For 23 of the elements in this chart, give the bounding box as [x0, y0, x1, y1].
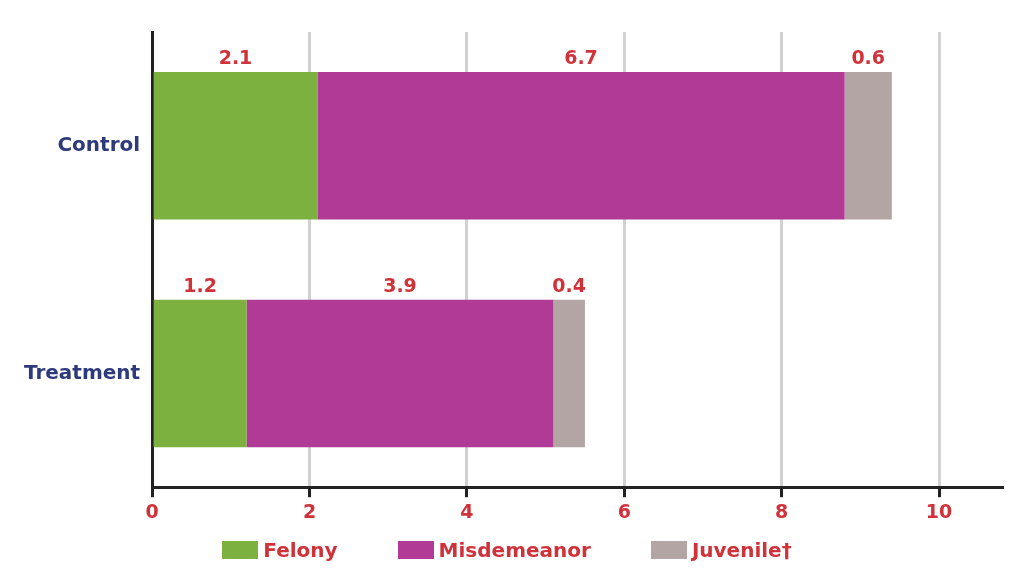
- data-label: 1.2: [183, 274, 217, 297]
- data-label: 0.6: [851, 46, 886, 69]
- x-tick-label: 10: [925, 499, 953, 522]
- x-tick-label: 0: [145, 499, 159, 522]
- bar: [153, 72, 318, 220]
- x-tick-label: 8: [775, 499, 789, 522]
- data-label: 6.7: [564, 46, 598, 69]
- bar: [153, 299, 247, 448]
- data-label: 3.9: [383, 274, 417, 297]
- legend-label: Misdemeanor: [438, 538, 591, 562]
- x-tick-label: 6: [617, 499, 631, 522]
- bar: [553, 299, 585, 448]
- y-tick-label: Treatment: [23, 359, 141, 384]
- legend-label: Felony: [263, 538, 338, 562]
- x-tick-label: 2: [302, 499, 317, 522]
- bar: [844, 72, 892, 220]
- legend-label: Juvenile†: [691, 538, 792, 562]
- y-tick-label: Control: [57, 132, 141, 156]
- bar: [246, 299, 554, 448]
- data-label: 0.4: [552, 274, 587, 297]
- x-tick-label: 4: [460, 499, 474, 522]
- data-label: 2.1: [218, 46, 253, 69]
- bar: [317, 72, 845, 220]
